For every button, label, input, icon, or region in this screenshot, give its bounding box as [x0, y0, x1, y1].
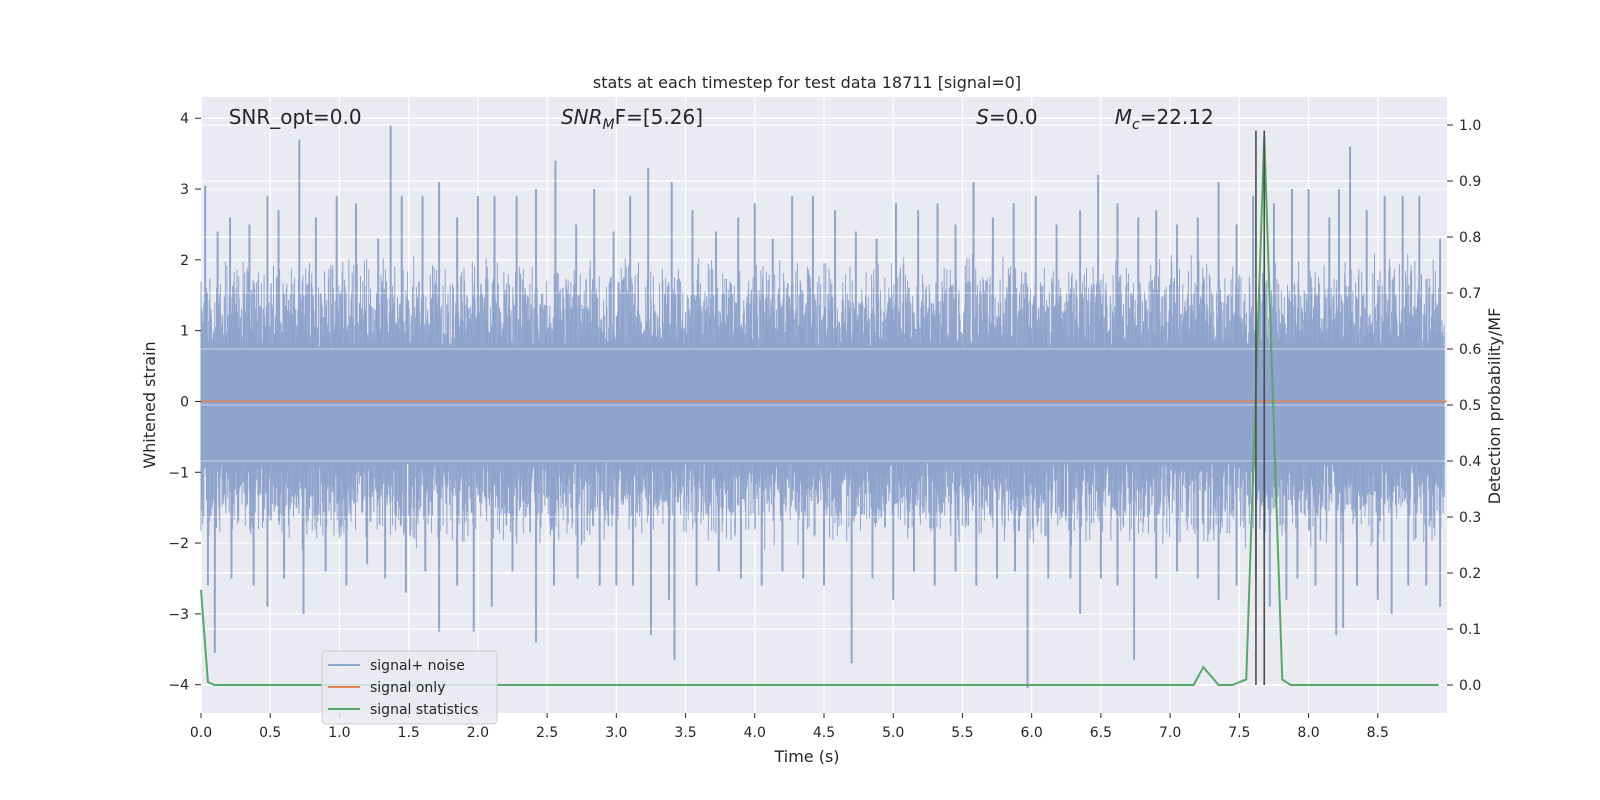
legend-label-signal-noise: signal+ noise: [370, 658, 465, 674]
x-tick-label: 8.0: [1297, 725, 1319, 741]
y-axis-label-right: Detection probability/MF: [1485, 308, 1504, 505]
y-right-tick-label: 0.9: [1459, 174, 1481, 190]
y-left-tick-label: 3: [180, 182, 189, 198]
x-tick-label: 8.5: [1367, 725, 1389, 741]
legend-label-signal-only: signal only: [370, 680, 445, 696]
x-tick-label: 5.5: [951, 725, 973, 741]
legend: signal+ noise signal only signal statist…: [321, 650, 498, 725]
y-right-tick-label: 0.3: [1459, 510, 1481, 526]
y-left-tick-label: 4: [180, 111, 189, 127]
x-tick-label: 5.0: [882, 725, 904, 741]
y-right-tick-label: 0.5: [1459, 398, 1481, 414]
annotation-text: S=0.0: [976, 105, 1037, 129]
y-left-tick-label: −1: [168, 465, 189, 481]
y-right-tick-label: 0.4: [1459, 454, 1481, 470]
x-tick-label: 6.0: [1021, 725, 1043, 741]
y-left-tick-label: −4: [168, 678, 189, 694]
y-right-tick-label: 0.1: [1459, 622, 1481, 638]
x-tick-label: 2.0: [467, 725, 489, 741]
x-axis-label: Time (s): [773, 747, 839, 766]
y-right-tick-label: 0.0: [1459, 678, 1481, 694]
x-tick-label: 7.0: [1159, 725, 1181, 741]
y-left-tick-label: −3: [168, 607, 189, 623]
x-tick-label: 1.0: [328, 725, 350, 741]
y-right-tick-label: 0.7: [1459, 286, 1481, 302]
y-left-tick-label: −2: [168, 536, 189, 552]
x-tick-label: 2.5: [536, 725, 558, 741]
x-tick-label: 7.5: [1228, 725, 1250, 741]
x-tick-label: 4.0: [744, 725, 766, 741]
x-tick-label: 3.0: [605, 725, 627, 741]
y-right-tick-label: 1.0: [1459, 118, 1481, 134]
x-tick-label: 4.5: [813, 725, 835, 741]
y-axis-label-left: Whitened strain: [140, 341, 159, 468]
y-left-tick-label: 1: [180, 324, 189, 340]
x-tick-label: 0.0: [190, 725, 212, 741]
chart-title: stats at each timestep for test data 187…: [593, 73, 1021, 92]
legend-label-signal-statistics: signal statistics: [370, 702, 478, 718]
annotation-text: SNR_opt=0.0: [229, 105, 362, 129]
x-tick-label: 1.5: [398, 725, 420, 741]
y-right-tick-label: 0.6: [1459, 342, 1481, 358]
y-right-tick-label: 0.2: [1459, 566, 1481, 582]
annotation-text: SNRMF=[5.26]: [561, 105, 703, 133]
y-right-tick-label: 0.8: [1459, 230, 1481, 246]
x-tick-label: 3.5: [674, 725, 696, 741]
annotation-text: Mc=22.12: [1115, 105, 1214, 133]
series-signal-statistics: [200, 136, 1439, 686]
x-tick-label: 0.5: [259, 725, 281, 741]
x-tick-label: 6.5: [1090, 725, 1112, 741]
y-left-tick-label: 2: [180, 253, 189, 269]
y-left-tick-label: 0: [180, 394, 189, 410]
